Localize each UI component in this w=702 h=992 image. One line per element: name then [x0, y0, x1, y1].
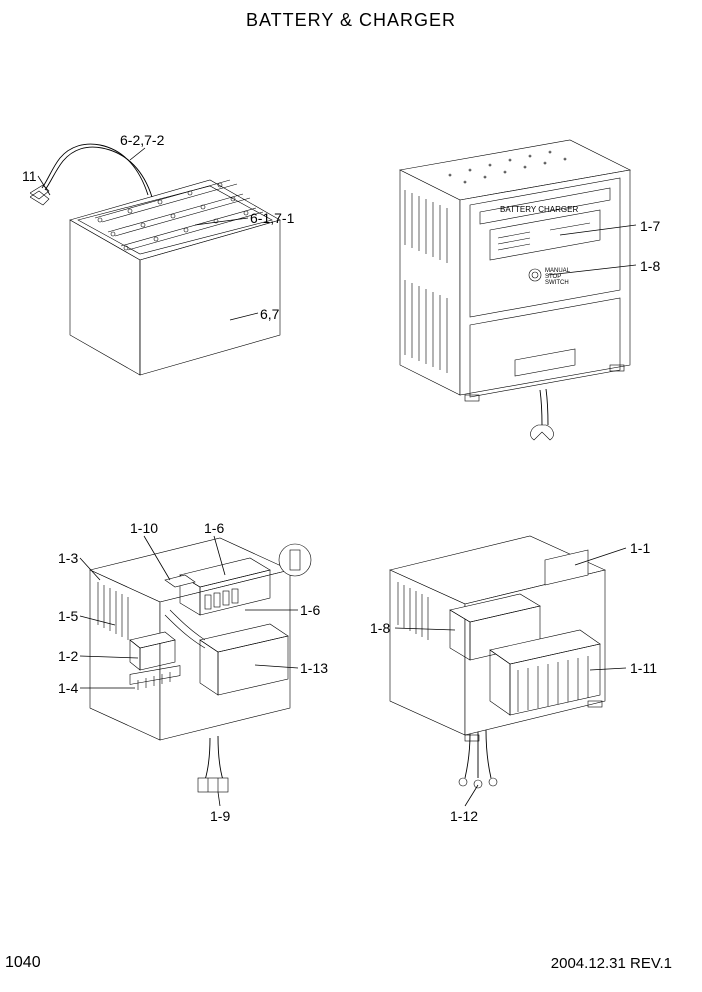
leader-lines	[0, 0, 702, 992]
footer-revision: 2004.12.31 REV.1	[551, 955, 672, 972]
footer-page-number: 1040	[5, 954, 41, 972]
